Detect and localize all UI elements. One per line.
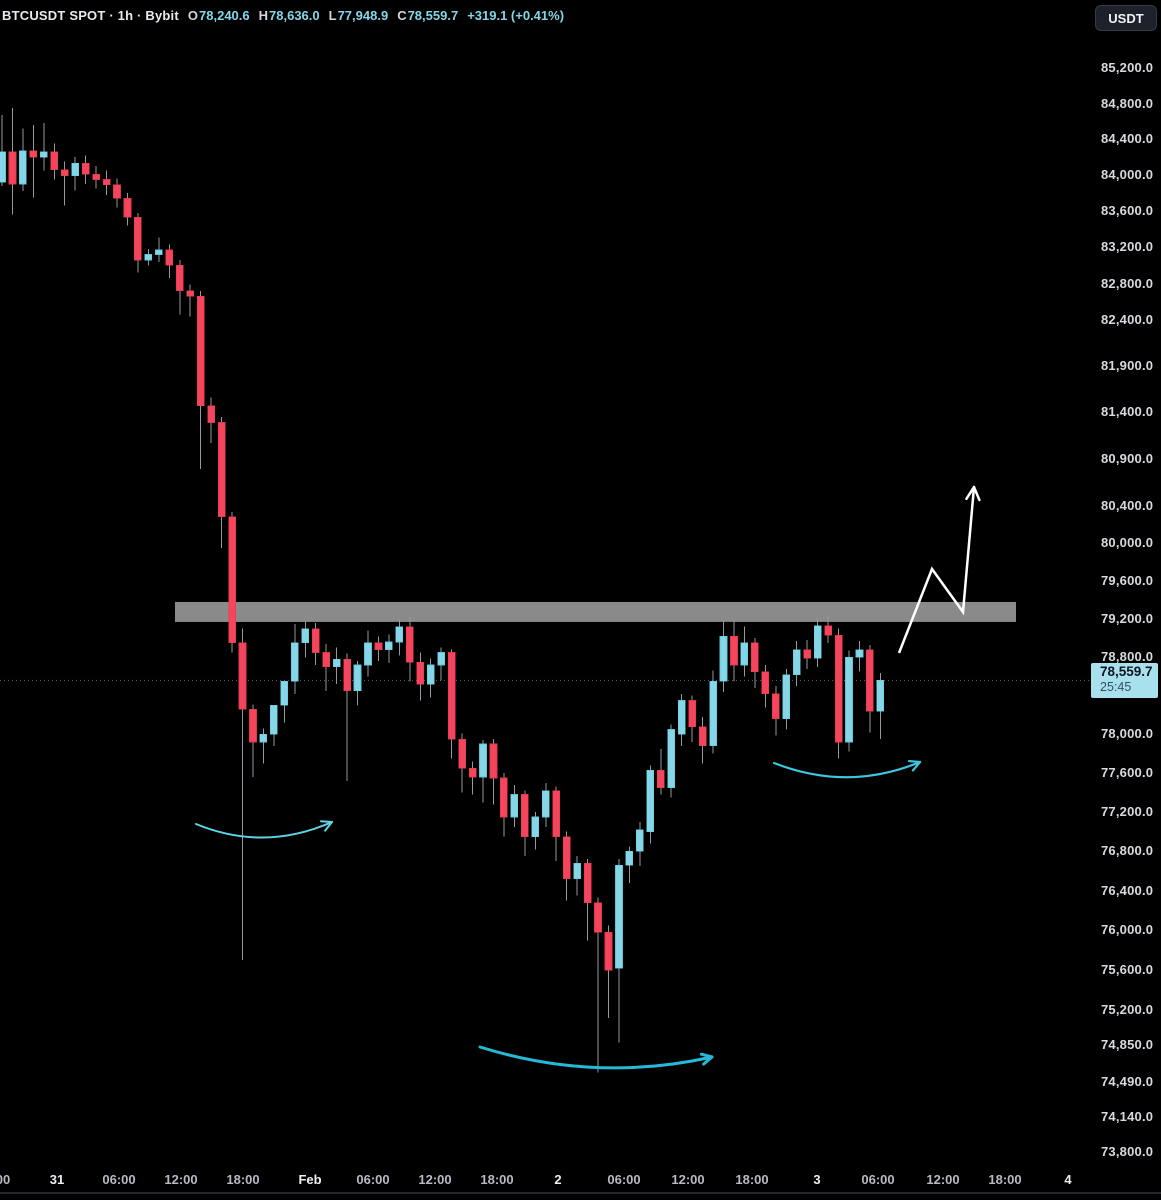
open-label: O <box>187 8 199 23</box>
time-tick-day: 2 <box>554 1172 562 1187</box>
price-tick: 80,900.0 <box>1101 450 1154 466</box>
close-label: C <box>397 8 407 23</box>
price-tick: 74,850.0 <box>1101 1037 1154 1053</box>
price-tick: 75,200.0 <box>1101 1002 1154 1018</box>
price-tick: 79,200.0 <box>1101 611 1154 627</box>
time-tick: 06:00 <box>102 1172 136 1187</box>
bar-countdown: 25:45 <box>1100 680 1132 695</box>
high-label: H <box>258 8 269 23</box>
time-tick: 18:00 <box>735 1172 769 1187</box>
projection-arrow[interactable] <box>897 485 981 654</box>
price-tick: 84,000.0 <box>1101 167 1154 183</box>
time-tick-day: Feb <box>298 1172 322 1187</box>
price-axis[interactable]: 78,559.7 25:45 85,200.0 84,800.0 84,400.0 8… <box>1090 0 1161 1163</box>
price-tick: 82,400.0 <box>1101 312 1154 328</box>
price-change: +319.1 (+0.41%) <box>467 8 565 23</box>
price-tick: 76,400.0 <box>1101 882 1154 898</box>
price-tick: 82,800.0 <box>1101 275 1154 291</box>
time-tick: 18:00 <box>226 1172 260 1187</box>
price-tick: 77,200.0 <box>1101 804 1154 820</box>
time-tick: 12:00 <box>671 1172 705 1187</box>
price-tick: 77,600.0 <box>1101 765 1154 781</box>
ohlc-low: L 77,948.9 <box>329 8 389 24</box>
price-tick: 75,600.0 <box>1101 962 1154 978</box>
time-tick: 18:00 <box>480 1172 514 1187</box>
price-tick: 74,140.0 <box>1101 1109 1154 1125</box>
ohlc-close: C 78,559.7 <box>397 8 458 24</box>
resistance-zone[interactable] <box>175 601 1016 622</box>
candles <box>0 107 885 1073</box>
time-tick: 00 <box>0 1172 11 1187</box>
price-tick: 84,400.0 <box>1101 131 1154 147</box>
price-tick: 81,400.0 <box>1101 404 1154 420</box>
curved-arrow-3[interactable] <box>772 759 922 779</box>
price-tick: 73,800.0 <box>1101 1144 1154 1159</box>
time-tick: 12:00 <box>926 1172 960 1187</box>
last-price-value: 78,559.7 <box>1100 664 1153 680</box>
time-tick: 06:00 <box>607 1172 641 1187</box>
time-tick-day: 3 <box>813 1172 821 1187</box>
axis-divider <box>0 1192 1161 1194</box>
symbol-title[interactable]: BTCUSDT SPOT · 1h · Bybit <box>2 8 179 23</box>
low-value: 77,948.9 <box>337 8 389 23</box>
price-tick: 78,000.0 <box>1101 726 1154 742</box>
open-value: 78,240.6 <box>199 8 250 23</box>
price-tick: 83,200.0 <box>1101 239 1154 255</box>
high-value: 78,636.0 <box>269 8 320 23</box>
price-tick: 78,800.0 <box>1101 649 1154 665</box>
low-label: L <box>328 8 337 23</box>
chart-pane[interactable]: BTCUSDT SPOT · 1h · Bybit O 78,240.6 H 7… <box>0 0 1090 1163</box>
price-chart[interactable] <box>0 0 1090 1163</box>
quote-currency-button[interactable]: USDT <box>1095 5 1157 31</box>
time-tick: 12:00 <box>164 1172 198 1187</box>
price-tick: 85,200.0 <box>1101 60 1154 75</box>
price-tick: 83,600.0 <box>1101 203 1154 219</box>
time-tick-day: 31 <box>49 1172 65 1187</box>
close-value: 78,559.7 <box>407 8 459 23</box>
price-tick: 76,000.0 <box>1101 922 1154 938</box>
last-price-badge: 78,559.7 25:45 <box>1091 663 1158 699</box>
price-tick: 80,400.0 <box>1101 497 1154 513</box>
price-tick: 80,000.0 <box>1101 535 1154 551</box>
time-tick: 06:00 <box>356 1172 390 1187</box>
ohlc-open: O 78,240.6 <box>188 8 250 24</box>
ohlc-high: H 78,636.0 <box>259 8 320 24</box>
time-tick: 12:00 <box>418 1172 452 1187</box>
price-tick: 81,900.0 <box>1101 358 1154 374</box>
time-tick-day: 4 <box>1064 1172 1072 1187</box>
time-tick: 18:00 <box>988 1172 1022 1187</box>
price-tick: 74,490.0 <box>1101 1073 1154 1089</box>
curved-arrow-1[interactable] <box>195 820 333 839</box>
price-tick: 84,800.0 <box>1101 95 1154 111</box>
price-tick: 79,600.0 <box>1101 573 1154 589</box>
time-tick: 06:00 <box>861 1172 895 1187</box>
curved-arrow-2[interactable] <box>478 1045 714 1070</box>
symbol-legend[interactable]: BTCUSDT SPOT · 1h · Bybit O 78,240.6 H 7… <box>2 8 564 24</box>
price-tick: 76,800.0 <box>1101 843 1154 859</box>
time-axis[interactable]: 00 31 06:00 12:00 18:00 Feb 06:00 12:00 18:00 2 06… <box>0 1163 1161 1200</box>
